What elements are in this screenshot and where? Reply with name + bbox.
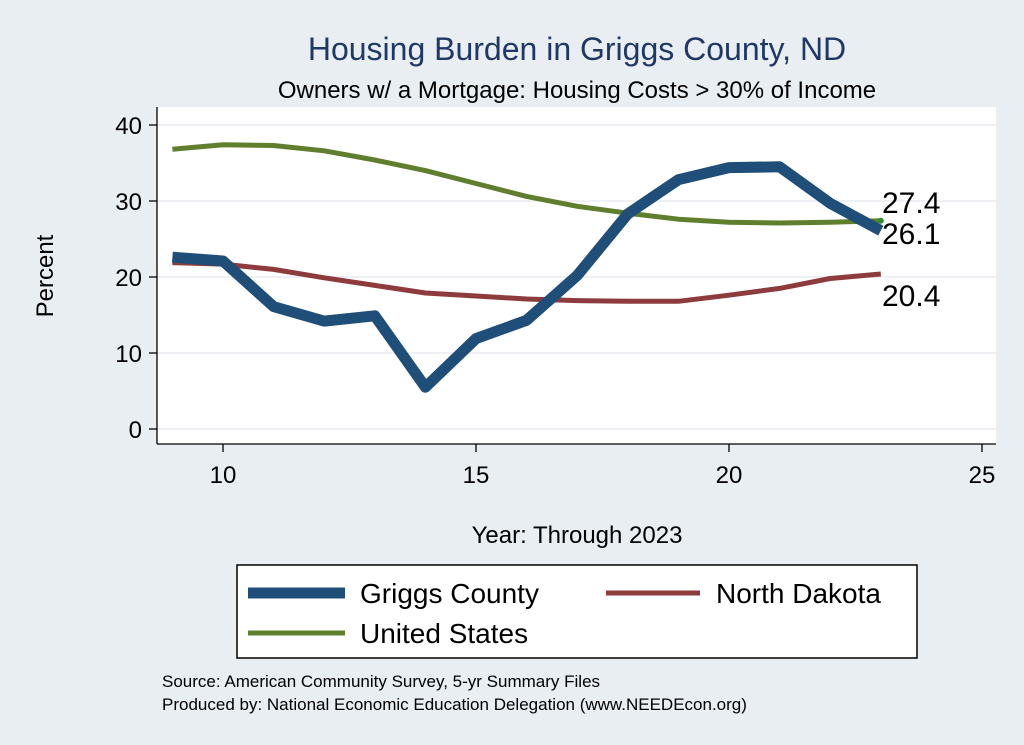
y-axis: 0 10 20 30 40 (115, 107, 158, 444)
legend-label-griggs-county: Griggs County (360, 578, 539, 609)
legend: Griggs County North Dakota United States (236, 564, 918, 659)
y-tick-label: 0 (129, 417, 142, 444)
source-line-2: Produced by: National Economic Education… (162, 695, 747, 714)
end-label-united-states: 27.4 (882, 187, 940, 220)
series-line-north-dakota (172, 260, 882, 304)
y-axis-label: Percent (32, 234, 59, 317)
legend-label-north-dakota: North Dakota (716, 578, 881, 609)
end-labels: 26.1 20.4 27.4 (882, 187, 940, 313)
series-end-marker (877, 217, 884, 224)
legend-box (236, 564, 918, 659)
series-line-griggs-county (171, 161, 884, 393)
end-label-griggs-county: 26.1 (882, 218, 940, 251)
series-line-united-states (172, 142, 881, 226)
y-tick-label: 40 (115, 113, 142, 140)
x-axis-label: Year: Through 2023 (472, 522, 683, 549)
chart-subtitle: Owners w/ a Mortgage: Housing Costs > 30… (278, 77, 876, 104)
source-line-1: Source: American Community Survey, 5-yr … (162, 672, 600, 691)
legend-label-united-states: United States (360, 618, 528, 649)
end-label-north-dakota: 20.4 (882, 280, 940, 313)
y-tick-label: 30 (115, 189, 142, 216)
x-axis: 10 15 20 25 (157, 443, 996, 489)
x-tick-label: 20 (716, 462, 743, 489)
y-tick-label: 20 (115, 265, 142, 292)
x-tick-label: 15 (463, 462, 490, 489)
x-tick-label: 25 (969, 462, 996, 489)
x-tick-label: 10 (210, 462, 237, 489)
series-lines (171, 142, 884, 393)
chart-title: Housing Burden in Griggs County, ND (308, 31, 846, 67)
y-tick-label: 10 (115, 341, 142, 368)
